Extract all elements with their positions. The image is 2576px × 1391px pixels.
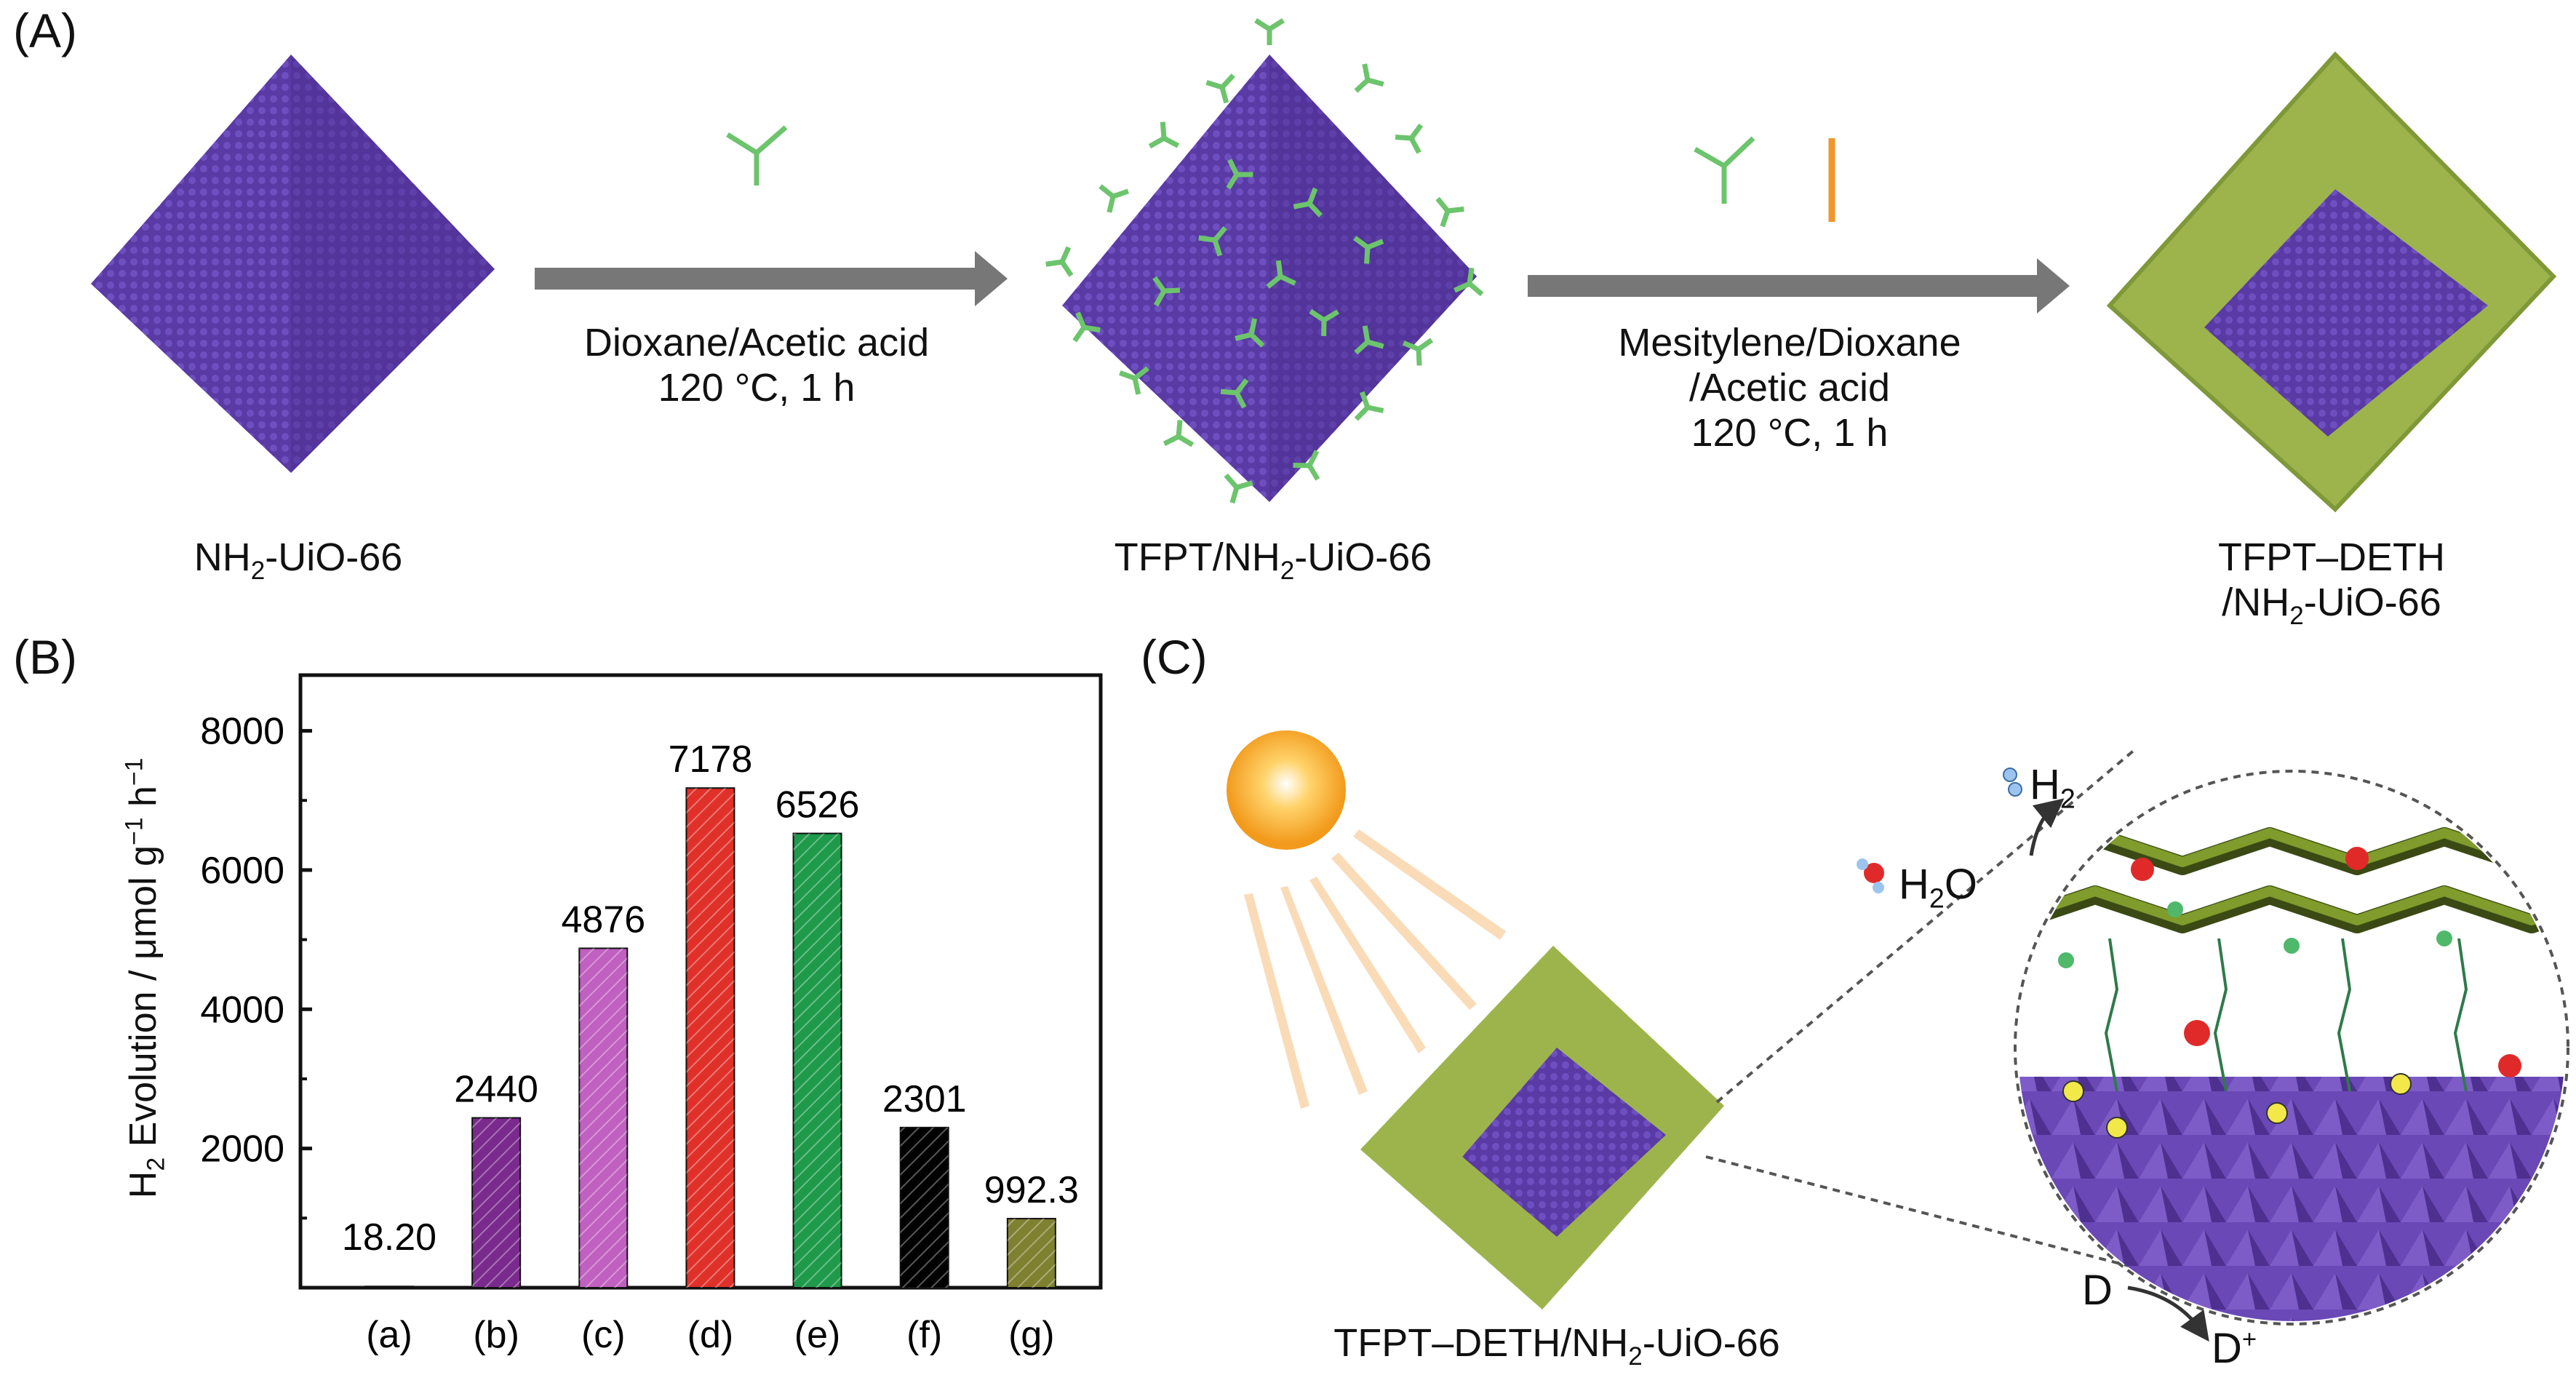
h2o-label: H2O (1899, 861, 1977, 914)
data-label: 7178 (669, 738, 753, 781)
data-label: 992.3 (984, 1169, 1079, 1211)
linker-icon (1163, 420, 1195, 447)
bar-chart: 2000 4000 6000 8000 18.20 (a) 2440 (b) 4876 (c) 71… (200, 711, 1079, 1356)
donor-label: D (2082, 1267, 2113, 1314)
bar (364, 1286, 414, 1288)
h2o-to-h2-arrow (2029, 798, 2065, 856)
bar-hatch (900, 1127, 949, 1288)
x-tick-label: (d) (687, 1314, 734, 1356)
x-tick-label: (e) (794, 1314, 841, 1356)
x-tick-label: (g) (1008, 1314, 1055, 1356)
y-tick-label: 2000 (200, 1128, 284, 1171)
h2o-molecule-icon (1857, 858, 1884, 893)
data-label: 6526 (775, 784, 860, 826)
linker-icon (1045, 246, 1074, 277)
chart-ylabel: H2 Evolution / μmol g−1 h−1 (120, 757, 170, 1199)
linker-icon (1198, 226, 1227, 257)
y-tick-label: 6000 (200, 850, 284, 892)
linker-icon (1119, 366, 1149, 395)
x-tick-label: (f) (906, 1314, 942, 1356)
final-product-label: TFPT–DETH /NH2-UiO-66 (2217, 535, 2445, 630)
linker-icon (1226, 159, 1253, 190)
x-tick-label: (b) (473, 1314, 519, 1356)
linker-icon (1353, 236, 1384, 264)
linker-icon (1309, 308, 1340, 337)
data-label: 18.20 (342, 1216, 436, 1259)
linker-icon (1220, 378, 1249, 409)
h2-label: H2 (2030, 761, 2075, 814)
linker-tripod-icon-2 (1694, 136, 1755, 204)
oxidized-donor-label: D+ (2212, 1325, 2257, 1372)
y-tick-label: 8000 (200, 711, 284, 753)
linker-icon (1235, 318, 1265, 348)
linker-icon (1293, 187, 1323, 218)
linker-icon (1148, 121, 1180, 149)
mof-octahedron-1 (91, 55, 495, 473)
linker-icon (1254, 18, 1285, 45)
linker-tripod-icon (726, 125, 788, 186)
step1-conditions: Dioxane/Acetic acid 120 °C, 1 h (583, 321, 930, 410)
core-shell-octahedron (2106, 51, 2557, 513)
panel-label-c: (C) (1141, 630, 1208, 684)
linker-icon (1205, 73, 1235, 104)
linker-icon (1354, 325, 1384, 355)
mid-product-label: TFPT/NH2-UiO-66 (1114, 535, 1432, 585)
light-rays (1244, 829, 1506, 1109)
linker-icon (1293, 450, 1320, 481)
photocatalyst-caption: TFPT–DETH/NH2-UiO-66 (1333, 1321, 1780, 1371)
x-tick-label: (c) (581, 1314, 626, 1356)
linker-icon (1454, 267, 1484, 297)
photocatalyst-octahedron (1360, 946, 1724, 1310)
d-to-dplus-arrow (2127, 1286, 2209, 1342)
linker-icon (1224, 473, 1253, 504)
y-tick-label: 4000 (200, 989, 284, 1031)
bar-hatch (472, 1117, 521, 1288)
surface-linker-icons (1045, 18, 1484, 504)
linker-icon (1072, 311, 1101, 343)
bar-hatch (1007, 1219, 1056, 1288)
sun-icon (1227, 730, 1346, 850)
linker-icon (1098, 184, 1129, 213)
panel-label-a: (A) (13, 4, 77, 57)
data-label: 2440 (454, 1069, 538, 1111)
linker-icon (1402, 338, 1434, 366)
linker-icon (1395, 123, 1424, 154)
mof-label: NH2-UiO-66 (194, 535, 403, 585)
data-label: 4876 (561, 898, 645, 941)
bar-hatch (579, 948, 628, 1288)
linker-icon (1354, 391, 1384, 421)
bar-hatch (793, 833, 842, 1288)
reaction-arrow-1 (535, 251, 1008, 306)
bar-hatch (686, 788, 735, 1288)
h2-molecule-icon (2003, 768, 2022, 797)
x-tick-label: (a) (366, 1314, 412, 1356)
linker-icon (1266, 260, 1296, 289)
linker-icon (1354, 63, 1384, 93)
step2-conditions: Mesitylene/Dioxane /Acetic acid 120 °C, … (1618, 321, 1961, 455)
linker-icon (1435, 196, 1464, 228)
reaction-arrow-2 (1528, 258, 2070, 314)
panel-label-b: (B) (13, 630, 77, 684)
data-label: 2301 (882, 1078, 967, 1120)
mof-octahedron-2 (1062, 55, 1477, 502)
linker-icon (1152, 276, 1181, 307)
